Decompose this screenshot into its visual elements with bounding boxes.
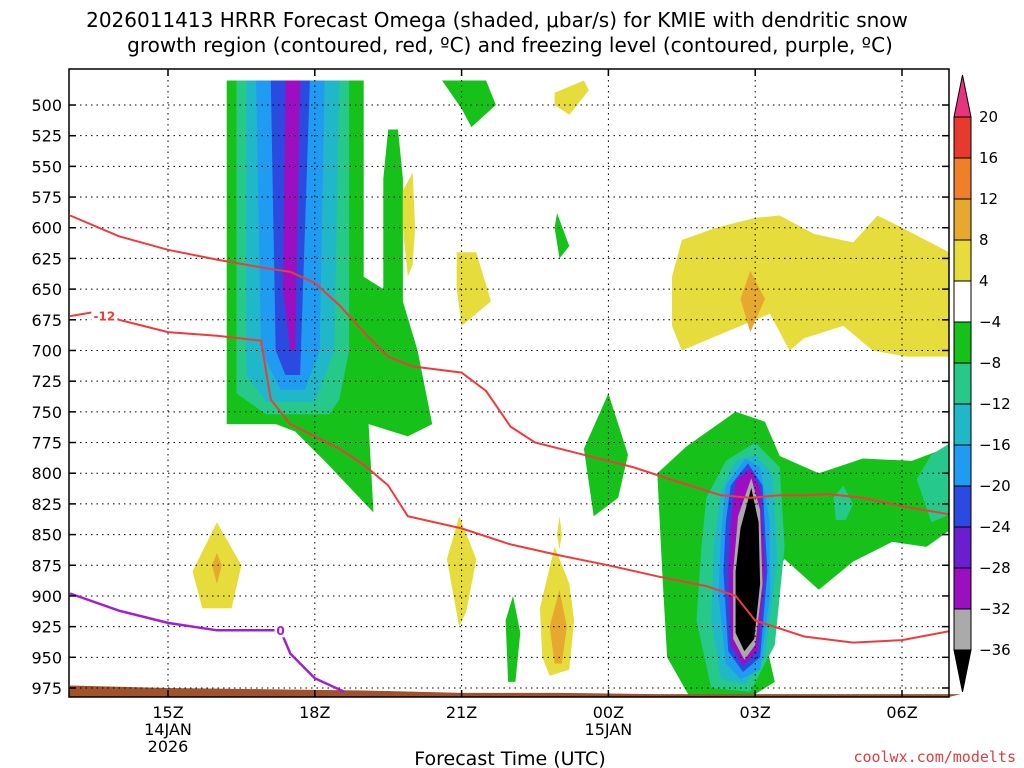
omega-region [735, 487, 761, 652]
colorbar-level-label: −20 [979, 477, 1011, 495]
pressure-tick-label: 850 [31, 526, 62, 545]
colorbar-band [953, 403, 972, 446]
omega-region [212, 553, 222, 584]
pressure-tick-label: 975 [31, 679, 62, 698]
colorbar-level-label: −4 [979, 313, 1001, 331]
colorbar-level-label: 8 [979, 231, 989, 249]
colorbar-level-label: −24 [979, 518, 1011, 536]
contour-label-bg [274, 623, 287, 638]
omega-region [554, 213, 570, 259]
colorbar-top-triangle [953, 74, 972, 118]
chart-title-line-1: 2026011413 HRRR Forecast Omega (shaded, … [86, 8, 908, 32]
pressure-tick-label: 725 [31, 372, 62, 391]
time-tick-label: 14JAN [144, 720, 192, 739]
contour-label-minus12: -12 [94, 310, 116, 324]
omega-region [672, 215, 949, 357]
colorbar-level-label: −28 [979, 559, 1011, 577]
grid-lines [69, 69, 949, 697]
colorbar-band [953, 239, 972, 282]
contour-label-bg [91, 309, 118, 324]
pressure-tick-label: 775 [31, 434, 62, 453]
pressure-tick-label: 500 [31, 96, 62, 115]
omega-region [283, 80, 301, 351]
omega-region [505, 595, 521, 682]
colorbar-band [953, 567, 972, 610]
dgz-contour [69, 310, 949, 644]
time-tick-label: 15JAN [585, 720, 633, 739]
pressure-axis: 500 525 550 575 600 625 650 675 700 725 750 775 800 8… [31, 96, 949, 698]
omega-shading [192, 80, 949, 697]
omega-region [833, 485, 854, 520]
pressure-tick-label: 950 [31, 648, 62, 667]
colorbar-level-label: 16 [979, 149, 998, 167]
pressure-tick-label: 925 [31, 618, 62, 637]
omega-region [557, 516, 562, 550]
freezing-level-contour [69, 592, 345, 693]
omega-region [583, 393, 628, 517]
pressure-tick-label: 650 [31, 280, 62, 299]
colorbar-band [953, 116, 972, 159]
pressure-tick-label: 900 [31, 587, 62, 606]
plot-frame [68, 68, 950, 698]
colorbar-band [953, 444, 972, 487]
colorbar-level-label: −36 [979, 641, 1011, 659]
time-tick-label: 18Z [299, 703, 330, 722]
time-tick-label: 21Z [446, 703, 477, 722]
colorbar-band [953, 198, 972, 241]
pressure-tick-label: 875 [31, 556, 62, 575]
pressure-tick-label: 750 [31, 403, 62, 422]
colorbar-level-label: −8 [979, 354, 1001, 372]
terrain-ground [69, 685, 961, 697]
omega-region [554, 80, 589, 115]
pressure-tick-label: 525 [31, 127, 62, 146]
omega-region [456, 252, 491, 326]
pressure-tick-label: 675 [31, 311, 62, 330]
pressure-tick-label: 800 [31, 464, 62, 483]
pressure-tick-label: 575 [31, 188, 62, 207]
omega-colorbar: 20 16 12 8 4 −4 −8 −12 −16 −20 −24 −28 −32 −36 [953, 74, 1011, 693]
colorbar-level-label: −12 [979, 395, 1011, 413]
dgz-contour [69, 214, 949, 516]
omega-region [383, 129, 403, 382]
time-tick-label: 2026 [148, 737, 189, 756]
colorbar-level-label: −32 [979, 600, 1011, 618]
colorbar-level-label: −16 [979, 436, 1011, 454]
colorbar-level-label: 20 [979, 108, 998, 126]
colorbar-level-label: 12 [979, 190, 998, 208]
pressure-tick-label: 550 [31, 157, 62, 176]
x-axis-title: Forecast Time (UTC) [414, 748, 605, 768]
colorbar-level-label: 4 [979, 272, 989, 290]
colorbar-bottom-triangle [953, 649, 972, 693]
credit-link[interactable]: coolwx.com/modelts [853, 748, 1016, 766]
colorbar-band [953, 321, 972, 364]
colorbar-band [953, 485, 972, 528]
omega-region [549, 589, 567, 664]
contour-label-zero: 0 [276, 624, 284, 638]
pressure-tick-label: 700 [31, 341, 62, 360]
omega-region [446, 516, 477, 627]
time-tick-label: 15Z [152, 703, 183, 722]
colorbar-band [953, 526, 972, 569]
colorbar-band [953, 362, 972, 405]
time-tick-label: 03Z [740, 703, 771, 722]
omega-region [402, 172, 416, 277]
omega-region [740, 270, 765, 333]
time-tick-label: 00Z [593, 703, 624, 722]
colorbar-band [953, 280, 972, 323]
pressure-tick-label: 600 [31, 219, 62, 238]
colorbar-band [953, 608, 972, 651]
temperature-contours: -12 0 [69, 214, 949, 693]
pressure-tick-label: 625 [31, 249, 62, 268]
colorbar-band [953, 157, 972, 200]
time-tick-label: 06Z [886, 703, 917, 722]
chart-title-line-2: growth region (contoured, red, ºC) and f… [127, 33, 893, 57]
omega-region [442, 80, 496, 128]
pressure-tick-label: 825 [31, 495, 62, 514]
omega-region [916, 443, 949, 523]
terrain-layer [69, 685, 961, 697]
